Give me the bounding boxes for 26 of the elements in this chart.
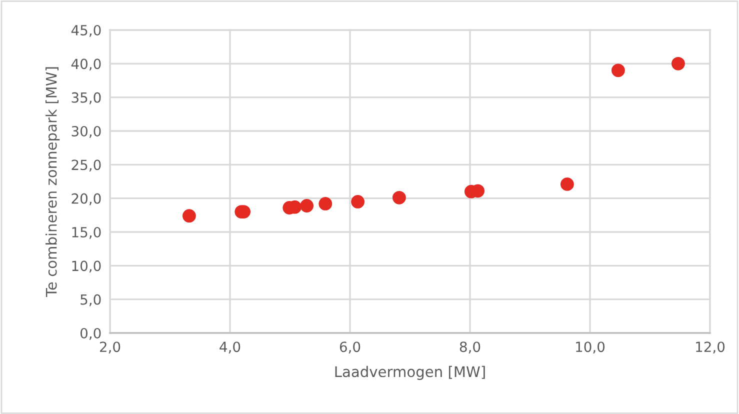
y-tick-label: 30,0 bbox=[72, 126, 101, 138]
y-tick-label: 25,0 bbox=[72, 160, 101, 172]
point bbox=[392, 190, 406, 204]
point bbox=[351, 194, 365, 208]
point bbox=[318, 197, 332, 210]
x-tick-label: 8,0 bbox=[460, 342, 480, 354]
point bbox=[182, 209, 196, 223]
y-tick-label: 5,0 bbox=[80, 294, 101, 306]
x-axis-title: Laadvermogen [MW] bbox=[335, 366, 485, 380]
x-tick-label: 10,0 bbox=[576, 342, 605, 354]
y-tick-label: 15,0 bbox=[72, 226, 101, 239]
y-tick-label: 0,0 bbox=[80, 328, 101, 340]
y-axis-title: Te combineren zonnepark [MW] bbox=[46, 67, 60, 297]
y-tick-label: 20,0 bbox=[72, 193, 101, 206]
point bbox=[560, 177, 574, 191]
y-tick-label: 40,0 bbox=[71, 58, 101, 71]
x-tick-label: 2,0 bbox=[100, 342, 120, 354]
x-tick-label: 4,0 bbox=[220, 342, 240, 354]
y-tick-label: 10,0 bbox=[72, 260, 101, 273]
y-tick-label: 35,0 bbox=[72, 92, 101, 104]
point bbox=[611, 64, 625, 78]
x-tick-label: 6,0 bbox=[340, 342, 360, 354]
point bbox=[300, 199, 314, 212]
x-tick-label: 12,0 bbox=[696, 342, 725, 354]
point bbox=[671, 56, 685, 70]
y-tick-label: 45,0 bbox=[71, 24, 101, 37]
